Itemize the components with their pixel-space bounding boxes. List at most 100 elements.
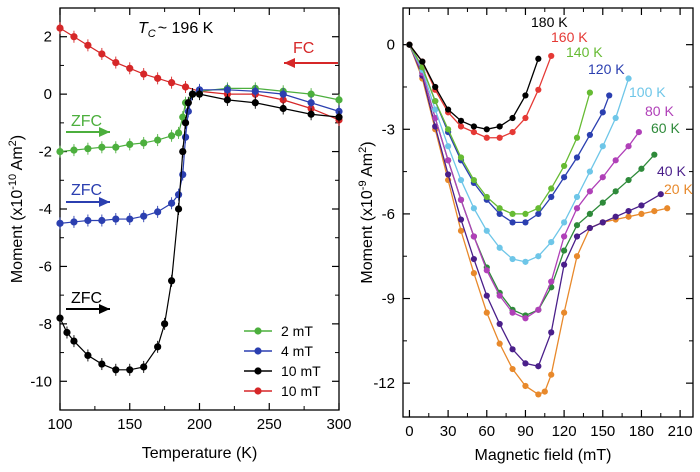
right-ylabel-ylabel-unit-exp: 2 <box>357 147 369 153</box>
left-ylabel-ylabel-close: ) <box>9 135 26 140</box>
series-2 <box>56 88 343 376</box>
curve-point <box>612 188 619 195</box>
right-ylabel-ylabel-close: ) <box>359 141 376 146</box>
curve-label: 80 K <box>645 103 674 119</box>
curve-point <box>496 292 503 299</box>
data-point <box>126 64 134 72</box>
curve-point <box>457 216 465 223</box>
left-title: TC ~ 196 K <box>138 20 214 40</box>
curve-point <box>573 154 581 161</box>
data-point <box>70 337 78 345</box>
curve-line <box>408 44 630 263</box>
curve-point <box>457 154 465 161</box>
data-point <box>307 110 315 118</box>
curve-point <box>483 267 490 274</box>
curve-point <box>548 371 555 378</box>
arrow-head <box>99 304 110 314</box>
data-point <box>84 351 92 360</box>
curve-point <box>561 174 568 181</box>
curve-point <box>561 309 568 316</box>
data-point <box>112 143 120 151</box>
curve-point <box>573 222 581 229</box>
left-ytick-label: -8 <box>39 316 52 333</box>
curve-point <box>406 41 413 48</box>
right-xtick-label: 120 <box>552 423 577 440</box>
curve-point <box>535 391 542 398</box>
data-point <box>307 90 315 98</box>
curve-5 <box>406 41 642 322</box>
annotation-2: ZFC <box>66 182 110 207</box>
curve-point <box>586 188 593 195</box>
left-xtick-label: 200 <box>187 416 212 433</box>
curve-point <box>445 126 452 133</box>
curve-point <box>509 255 516 263</box>
left-ytick-label: -2 <box>39 144 52 161</box>
curve-point <box>625 143 632 150</box>
right-ylabel: Moment (x10-9 Am2) <box>357 141 376 283</box>
legend-label: 10 mT <box>281 363 321 379</box>
curve-point <box>599 219 606 226</box>
curve-point <box>470 205 477 212</box>
curve-point <box>496 244 503 251</box>
left-ylabel-ylabel-unit: Am <box>9 146 26 174</box>
data-point <box>98 143 106 151</box>
curve-point <box>561 233 568 240</box>
data-point <box>140 363 148 371</box>
curve-point <box>483 126 490 133</box>
curve-line <box>408 44 552 139</box>
curve-point <box>457 196 465 203</box>
curve-point <box>496 320 503 328</box>
data-point <box>181 83 190 91</box>
curve-point <box>496 205 503 212</box>
curve-point <box>522 360 529 367</box>
curve-point <box>586 89 593 96</box>
data-point <box>140 212 148 220</box>
curve-point <box>561 162 568 170</box>
curve-point <box>599 174 606 181</box>
curve-point <box>509 346 516 353</box>
curve-point <box>586 224 593 232</box>
curve-point <box>432 97 439 105</box>
data-point <box>84 216 92 225</box>
legend-label: 10 mT <box>281 383 321 399</box>
curve-point <box>509 129 516 136</box>
right-ytick-label: -6 <box>382 206 395 223</box>
data-point <box>140 70 148 78</box>
data-point <box>179 170 187 179</box>
curve-label: 120 K <box>588 61 625 77</box>
data-point <box>179 113 187 121</box>
curve-point <box>535 363 542 370</box>
right-xlabel: Magnetic field (mT) <box>475 447 612 464</box>
data-point <box>161 320 169 328</box>
data-point <box>195 90 204 98</box>
curve-point <box>612 213 619 220</box>
data-point <box>168 277 176 285</box>
left-ylabel-ylabel: Moment (x10 <box>9 190 26 283</box>
data-point <box>56 219 64 227</box>
curve-point <box>522 114 529 122</box>
curve-point <box>522 382 529 390</box>
curve-point <box>496 210 503 218</box>
curve-point <box>573 205 581 212</box>
left-ytick-label: -10 <box>30 373 52 390</box>
curve-point <box>651 151 658 158</box>
data-point <box>307 99 315 107</box>
curve-point <box>635 129 642 136</box>
legend-marker <box>254 387 262 395</box>
curve-point <box>432 106 439 113</box>
curve-point <box>535 86 542 93</box>
curve-point <box>457 227 465 234</box>
curve-label: 20 K <box>664 181 693 197</box>
annotation-label: ZFC <box>71 113 102 130</box>
data-point <box>63 328 71 337</box>
data-point <box>335 96 343 104</box>
right-ytick-label: -3 <box>382 121 395 138</box>
left-ytick-label: -4 <box>39 201 52 218</box>
arrow-head <box>284 58 295 68</box>
data-point <box>184 107 192 115</box>
curve-point <box>445 157 452 164</box>
curve-point <box>483 292 490 299</box>
left-ytick-label: -6 <box>39 258 52 275</box>
legend-marker <box>254 327 262 335</box>
data-point <box>56 24 64 32</box>
